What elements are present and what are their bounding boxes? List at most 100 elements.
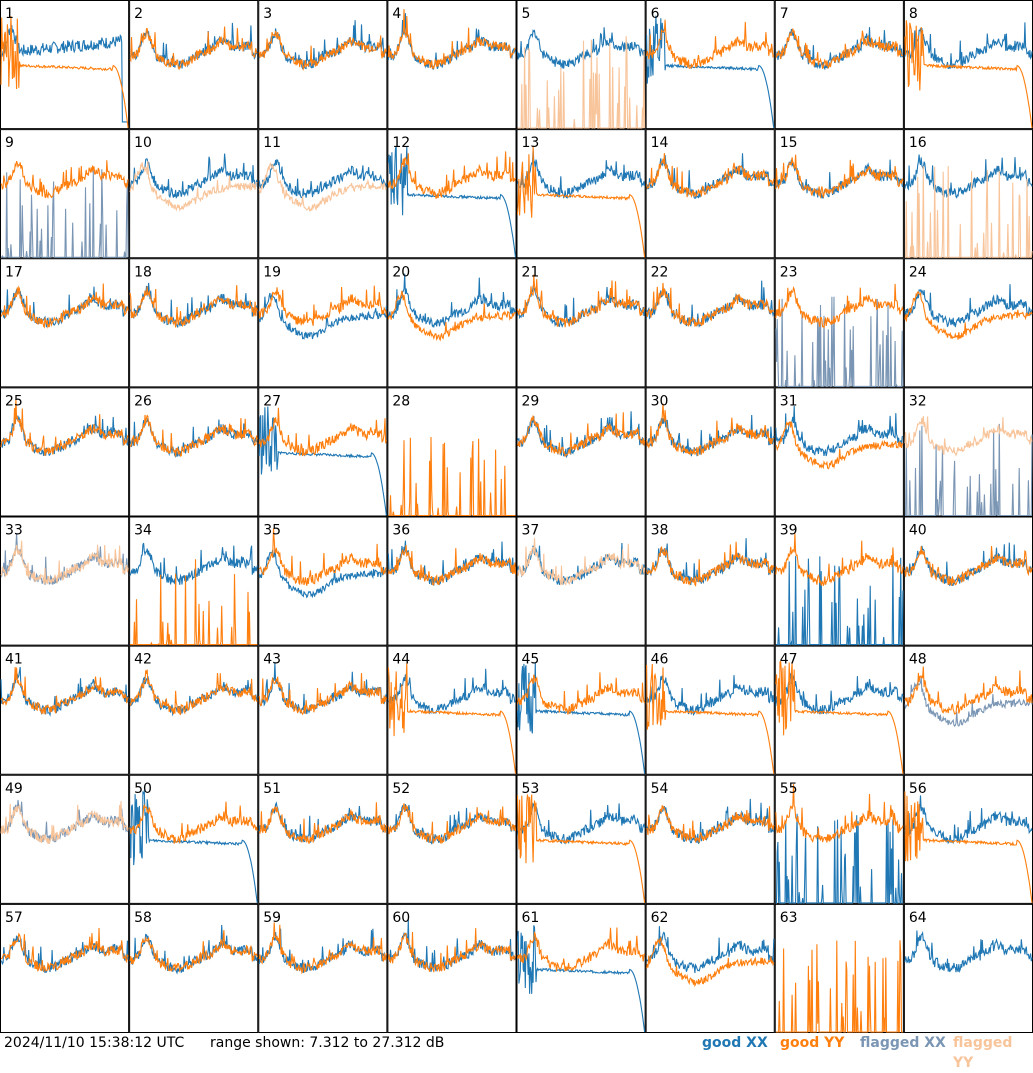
panel-frame [903,774,1033,904]
series-yy-line [646,153,775,198]
series-yy-line [775,420,904,470]
panel-frame [645,645,775,775]
series-xx-line [258,406,387,516]
panel-19: 19 [258,258,388,388]
panel-frame [516,516,646,646]
series-yy-line [258,407,387,457]
panel-frame [129,0,259,130]
panel-21: 21 [516,258,646,388]
series-xx-line [904,22,1033,70]
panel-62: 62 [645,903,775,1033]
series-yy-line [130,559,258,646]
panel-label: 31 [780,393,798,409]
series-yy-line [775,28,903,69]
series-yy-line [0,16,129,129]
series-yy-line [258,285,387,326]
panel-20: 20 [387,258,517,388]
panel-label: 13 [522,135,540,151]
panel-58: 58 [129,903,259,1033]
panel-frame [903,129,1033,259]
series-yy-line [258,922,387,975]
series-yy-line [904,291,1033,340]
panel-50: 50 [129,774,259,904]
series-yy-line [646,541,775,587]
panel-frame [0,258,130,388]
panel-frame [774,903,904,1033]
series-yy-line [904,416,1033,457]
panel-frame [516,774,646,904]
series-xx-line [904,795,1033,845]
series-yy-line [516,793,646,903]
legend-good-xx: good XX [702,1035,768,1051]
panel-label: 6 [651,6,660,22]
series-yy-line [258,672,387,716]
panel-label: 26 [134,393,152,409]
panel-label: 52 [392,781,410,797]
panel-frame [258,387,388,517]
series-yy-line [259,528,387,586]
panel-52: 52 [387,774,517,904]
panel-frame [129,645,259,775]
panel-frame [387,0,517,130]
series-xx-line [904,284,1033,328]
panel-label: 9 [5,135,14,151]
panel-35: 35 [258,516,388,646]
panel-frame [516,903,646,1033]
panel-36: 36 [387,516,517,646]
series-xx-line [516,149,646,199]
panel-label: 7 [780,6,789,22]
panel-label: 57 [5,910,23,926]
panel-57: 57 [0,903,130,1033]
panel-label: 60 [392,910,410,926]
series-yy-line [387,545,517,586]
series-yy-line [517,36,646,129]
panel-1: 1 [0,0,130,130]
panel-9: 9 [0,129,130,259]
panel-label: 29 [522,393,540,409]
series-yy-line [129,285,258,328]
series-yy-line [0,801,129,845]
panel-label: 28 [392,393,410,409]
panel-frame [387,129,517,259]
panel-frame [129,516,259,646]
panel-label: 24 [909,264,927,280]
panel-63: 63 [774,903,904,1033]
panel-24: 24 [903,258,1033,388]
panel-13: 13 [516,129,646,259]
panel-6: 6 [645,0,775,130]
panel-label: 34 [134,523,152,539]
series-yy-line [775,784,904,843]
series-yy-line [904,166,1033,258]
series-xx-line [0,24,129,123]
series-yy-line [0,540,129,585]
series-yy-line [387,663,517,774]
panel-label: 15 [780,135,798,151]
panel-26: 26 [129,387,259,517]
series-yy-line [775,940,903,1033]
series-yy-line [516,274,646,328]
panel-frame [129,129,259,259]
series-xx-line [646,15,775,129]
panel-label: 54 [651,781,669,797]
series-yy-line [129,26,258,71]
series-yy-line [388,436,516,517]
series-yy-line [646,805,775,843]
panel-label: 21 [522,264,540,280]
series-yy-line [646,282,775,327]
timestamp-label: 2024/11/10 15:38:12 UTC [4,1035,185,1051]
series-yy-line [258,30,387,71]
series-yy-line [646,19,775,69]
series-xx-line [388,668,516,715]
panel-label: 46 [651,652,669,668]
series-yy-line [129,160,258,212]
panel-label: 41 [5,652,23,668]
panel-label: 3 [263,6,272,22]
range-label: range shown: 7.312 to 27.312 dB [210,1035,445,1051]
panel-frame [0,645,130,775]
series-xx-line [646,675,775,717]
panel-27: 27 [258,387,388,517]
panel-frame [516,645,646,775]
panel-label: 22 [651,264,669,280]
series-yy-line [904,20,1033,129]
